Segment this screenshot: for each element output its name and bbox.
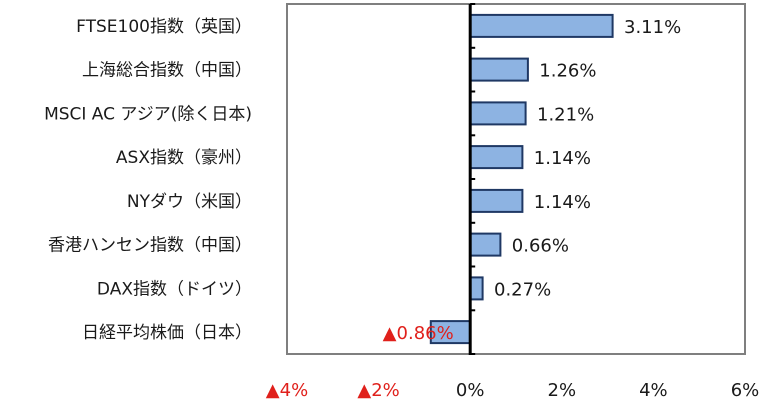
- axis-layer: [468, 3, 476, 355]
- data-label: 3.11%: [624, 17, 681, 38]
- category-label: DAX指数（ドイツ）: [97, 279, 252, 299]
- x-tick-label: 4%: [639, 380, 668, 401]
- data-label: 1.21%: [537, 104, 594, 125]
- x-tick-label: 2%: [548, 380, 577, 401]
- data-label: 1.14%: [534, 192, 591, 213]
- x-tick-label: 6%: [731, 380, 760, 401]
- data-label: 0.27%: [494, 279, 551, 300]
- category-label: 日経平均株価（日本）: [82, 323, 252, 343]
- category-labels: FTSE100指数（英国） 上海総合指数（中国） MSCI AC アジア(除く日本)…: [44, 17, 252, 343]
- bar: [469, 101, 527, 126]
- category-label: FTSE100指数（英国）: [76, 17, 252, 37]
- data-label: 1.14%: [534, 148, 591, 169]
- x-tick-label: ▲2%: [357, 380, 399, 401]
- plot-frame: [286, 3, 746, 355]
- category-label: 上海総合指数（中国）: [82, 61, 252, 81]
- bar: [469, 145, 524, 170]
- category-label: ASX指数（豪州）: [116, 147, 252, 168]
- data-label: 1.26%: [539, 61, 596, 82]
- x-tick-labels: ▲4% ▲2% 0% 2% 4% 6%: [266, 380, 759, 401]
- bar: [469, 276, 484, 301]
- bar: [469, 188, 524, 213]
- data-labels: 3.11% 1.26% 1.21% 1.14% 1.14% 0.66% 0.27% ▲0.86…: [383, 17, 682, 344]
- category-label: 香港ハンセン指数（中国）: [48, 236, 252, 256]
- bars-layer: [429, 13, 614, 345]
- x-tick-label: 0%: [456, 380, 485, 401]
- x-tick-label: ▲4%: [266, 380, 308, 401]
- category-label: NYダウ（米国）: [127, 192, 252, 212]
- bar: [469, 57, 529, 82]
- category-label: MSCI AC アジア(除く日本): [44, 104, 252, 124]
- bar: [469, 13, 614, 38]
- data-label: 0.66%: [512, 236, 569, 257]
- bar: [469, 232, 502, 257]
- data-label: ▲0.86%: [383, 323, 454, 344]
